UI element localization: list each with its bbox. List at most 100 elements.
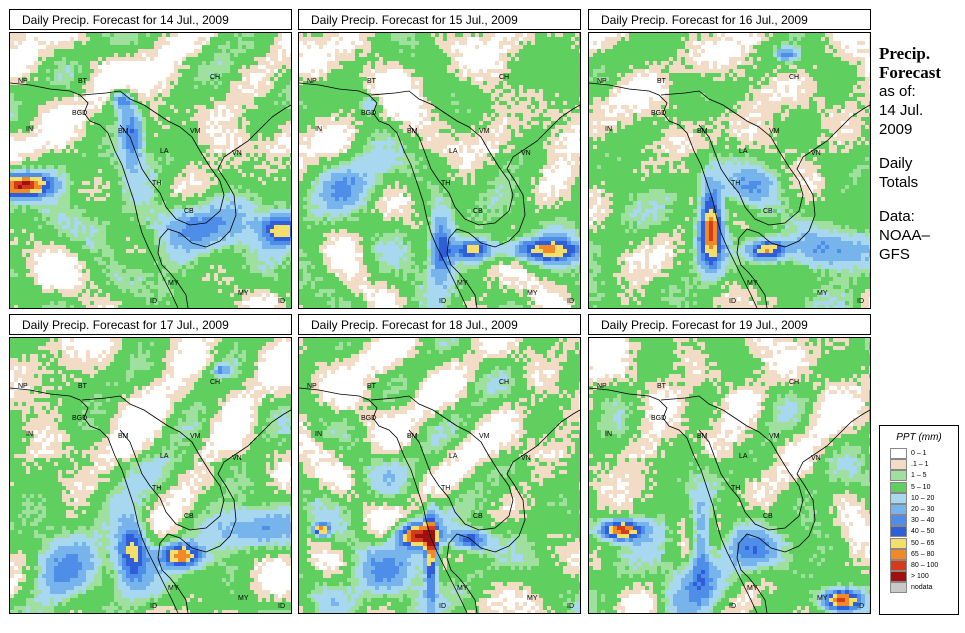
country-label: CH — [499, 379, 509, 386]
legend-label: .1 – 1 — [911, 459, 929, 470]
legend-item: .1 – 1 — [880, 459, 958, 471]
legend-label: 65 – 80 — [911, 549, 934, 560]
legend-label: 30 – 40 — [911, 515, 934, 526]
country-label: MY — [817, 595, 828, 602]
legend-swatch — [890, 571, 907, 583]
legend-title: PPT (mm) — [880, 432, 958, 443]
country-label: ID — [567, 603, 574, 610]
country-label: VN — [521, 150, 531, 157]
country-label: VN — [811, 455, 821, 462]
country-label: MY — [238, 595, 249, 602]
country-label: LA — [449, 453, 458, 460]
precip-field: NP BT BGD IN CH BM VM LA VN TH CB MY ID MY ID — [10, 338, 291, 613]
legend-label: 80 – 100 — [911, 560, 938, 571]
precip-field: NP BT BGD IN CH BM VM LA VN TH CB MY ID MY ID — [10, 33, 291, 308]
panel-title: Daily Precip. Forecast for 18 Jul., 2009 — [298, 314, 581, 335]
country-label: MY — [747, 585, 758, 592]
country-label: BT — [78, 78, 88, 85]
legend-swatch — [890, 492, 907, 504]
country-label: IN — [26, 431, 33, 438]
country-label: BT — [367, 78, 377, 85]
country-label: BM — [697, 128, 708, 135]
country-borders — [10, 82, 291, 308]
country-label: MY — [817, 290, 828, 297]
country-label: ID — [857, 603, 864, 610]
legend-item: 80 – 100 — [880, 559, 958, 571]
country-label: IN — [26, 126, 33, 133]
country-borders — [589, 82, 870, 308]
country-label: CH — [789, 379, 799, 386]
precip-field: NP BT BGD IN CH BM VM LA VN TH CB MY ID MY ID — [299, 338, 580, 613]
country-label: BM — [118, 128, 129, 135]
legend-item: 5 – 10 — [880, 481, 958, 493]
legend-swatch — [890, 503, 907, 515]
legend-label: 0 – 1 — [911, 448, 927, 459]
country-label: ID — [150, 298, 157, 305]
country-label: BT — [367, 383, 377, 390]
country-label: CB — [763, 208, 773, 215]
country-label: ID — [567, 298, 574, 305]
precip-map: NP BT BGD IN CH BM VM LA VN TH CB MY ID MY ID — [588, 32, 871, 309]
legend-swatch — [890, 459, 907, 471]
country-label: IN — [605, 431, 612, 438]
country-label: CB — [184, 513, 194, 520]
legend-swatch — [890, 470, 907, 482]
country-label: TH — [441, 485, 450, 492]
legend-label: 5 – 10 — [911, 482, 930, 493]
panel-title: Daily Precip. Forecast for 17 Jul., 2009 — [9, 314, 292, 335]
country-label: IN — [315, 431, 322, 438]
country-label: ID — [857, 298, 864, 305]
country-label: MY — [168, 280, 179, 287]
precip-map: NP BT BGD IN CH BM VM LA VN TH CB MY ID MY ID — [588, 337, 871, 614]
country-label: TH — [731, 485, 740, 492]
legend-swatch — [890, 481, 907, 493]
country-label: BM — [407, 433, 418, 440]
data-line3: GFS — [879, 245, 963, 264]
legend-label: 10 – 20 — [911, 493, 934, 504]
legend-swatch — [890, 537, 907, 549]
country-borders — [589, 387, 870, 613]
legend-label: > 100 — [911, 571, 929, 582]
country-label: NP — [307, 78, 317, 85]
country-label: BGD — [72, 415, 87, 422]
precip-field: NP BT BGD IN CH BM VM LA VN TH CB MY ID MY ID — [299, 33, 580, 308]
legend-item: 30 – 40 — [880, 515, 958, 527]
panel-title: Daily Precip. Forecast for 14 Jul., 2009 — [9, 9, 292, 30]
asof-label: as of: — [879, 82, 963, 101]
country-label: ID — [729, 298, 736, 305]
country-label: TH — [152, 180, 161, 187]
asof-date-line1: 14 Jul. — [879, 101, 963, 120]
country-label: CB — [763, 513, 773, 520]
legend-label: 20 – 30 — [911, 504, 934, 515]
country-label: NP — [597, 383, 607, 390]
data-line2: NOAA– — [879, 226, 963, 245]
legend-label: nodata — [911, 582, 932, 593]
country-label: BGD — [72, 110, 87, 117]
country-label: MY — [168, 585, 179, 592]
country-borders — [299, 387, 580, 613]
panel-title: Daily Precip. Forecast for 16 Jul., 2009 — [588, 9, 871, 30]
country-label: MY — [457, 280, 468, 287]
legend-item: 50 – 65 — [880, 537, 958, 549]
country-label: TH — [152, 485, 161, 492]
country-label: VN — [811, 150, 821, 157]
country-label: BM — [407, 128, 418, 135]
country-label: BT — [78, 383, 88, 390]
country-label: ID — [278, 298, 285, 305]
country-label: LA — [160, 453, 169, 460]
country-label: VM — [190, 433, 201, 440]
country-label: VN — [232, 150, 242, 157]
legend-item: 1 – 5 — [880, 470, 958, 482]
legend-label: 1 – 5 — [911, 470, 927, 481]
country-borders — [299, 82, 580, 308]
country-label: BGD — [361, 415, 376, 422]
legend-item: 65 – 80 — [880, 548, 958, 560]
country-label: NP — [597, 78, 607, 85]
country-label: ID — [439, 603, 446, 610]
country-label: BGD — [651, 110, 666, 117]
country-label: NP — [307, 383, 317, 390]
country-label: NP — [18, 78, 28, 85]
legend-item: > 100 — [880, 571, 958, 583]
country-label: VM — [479, 433, 490, 440]
